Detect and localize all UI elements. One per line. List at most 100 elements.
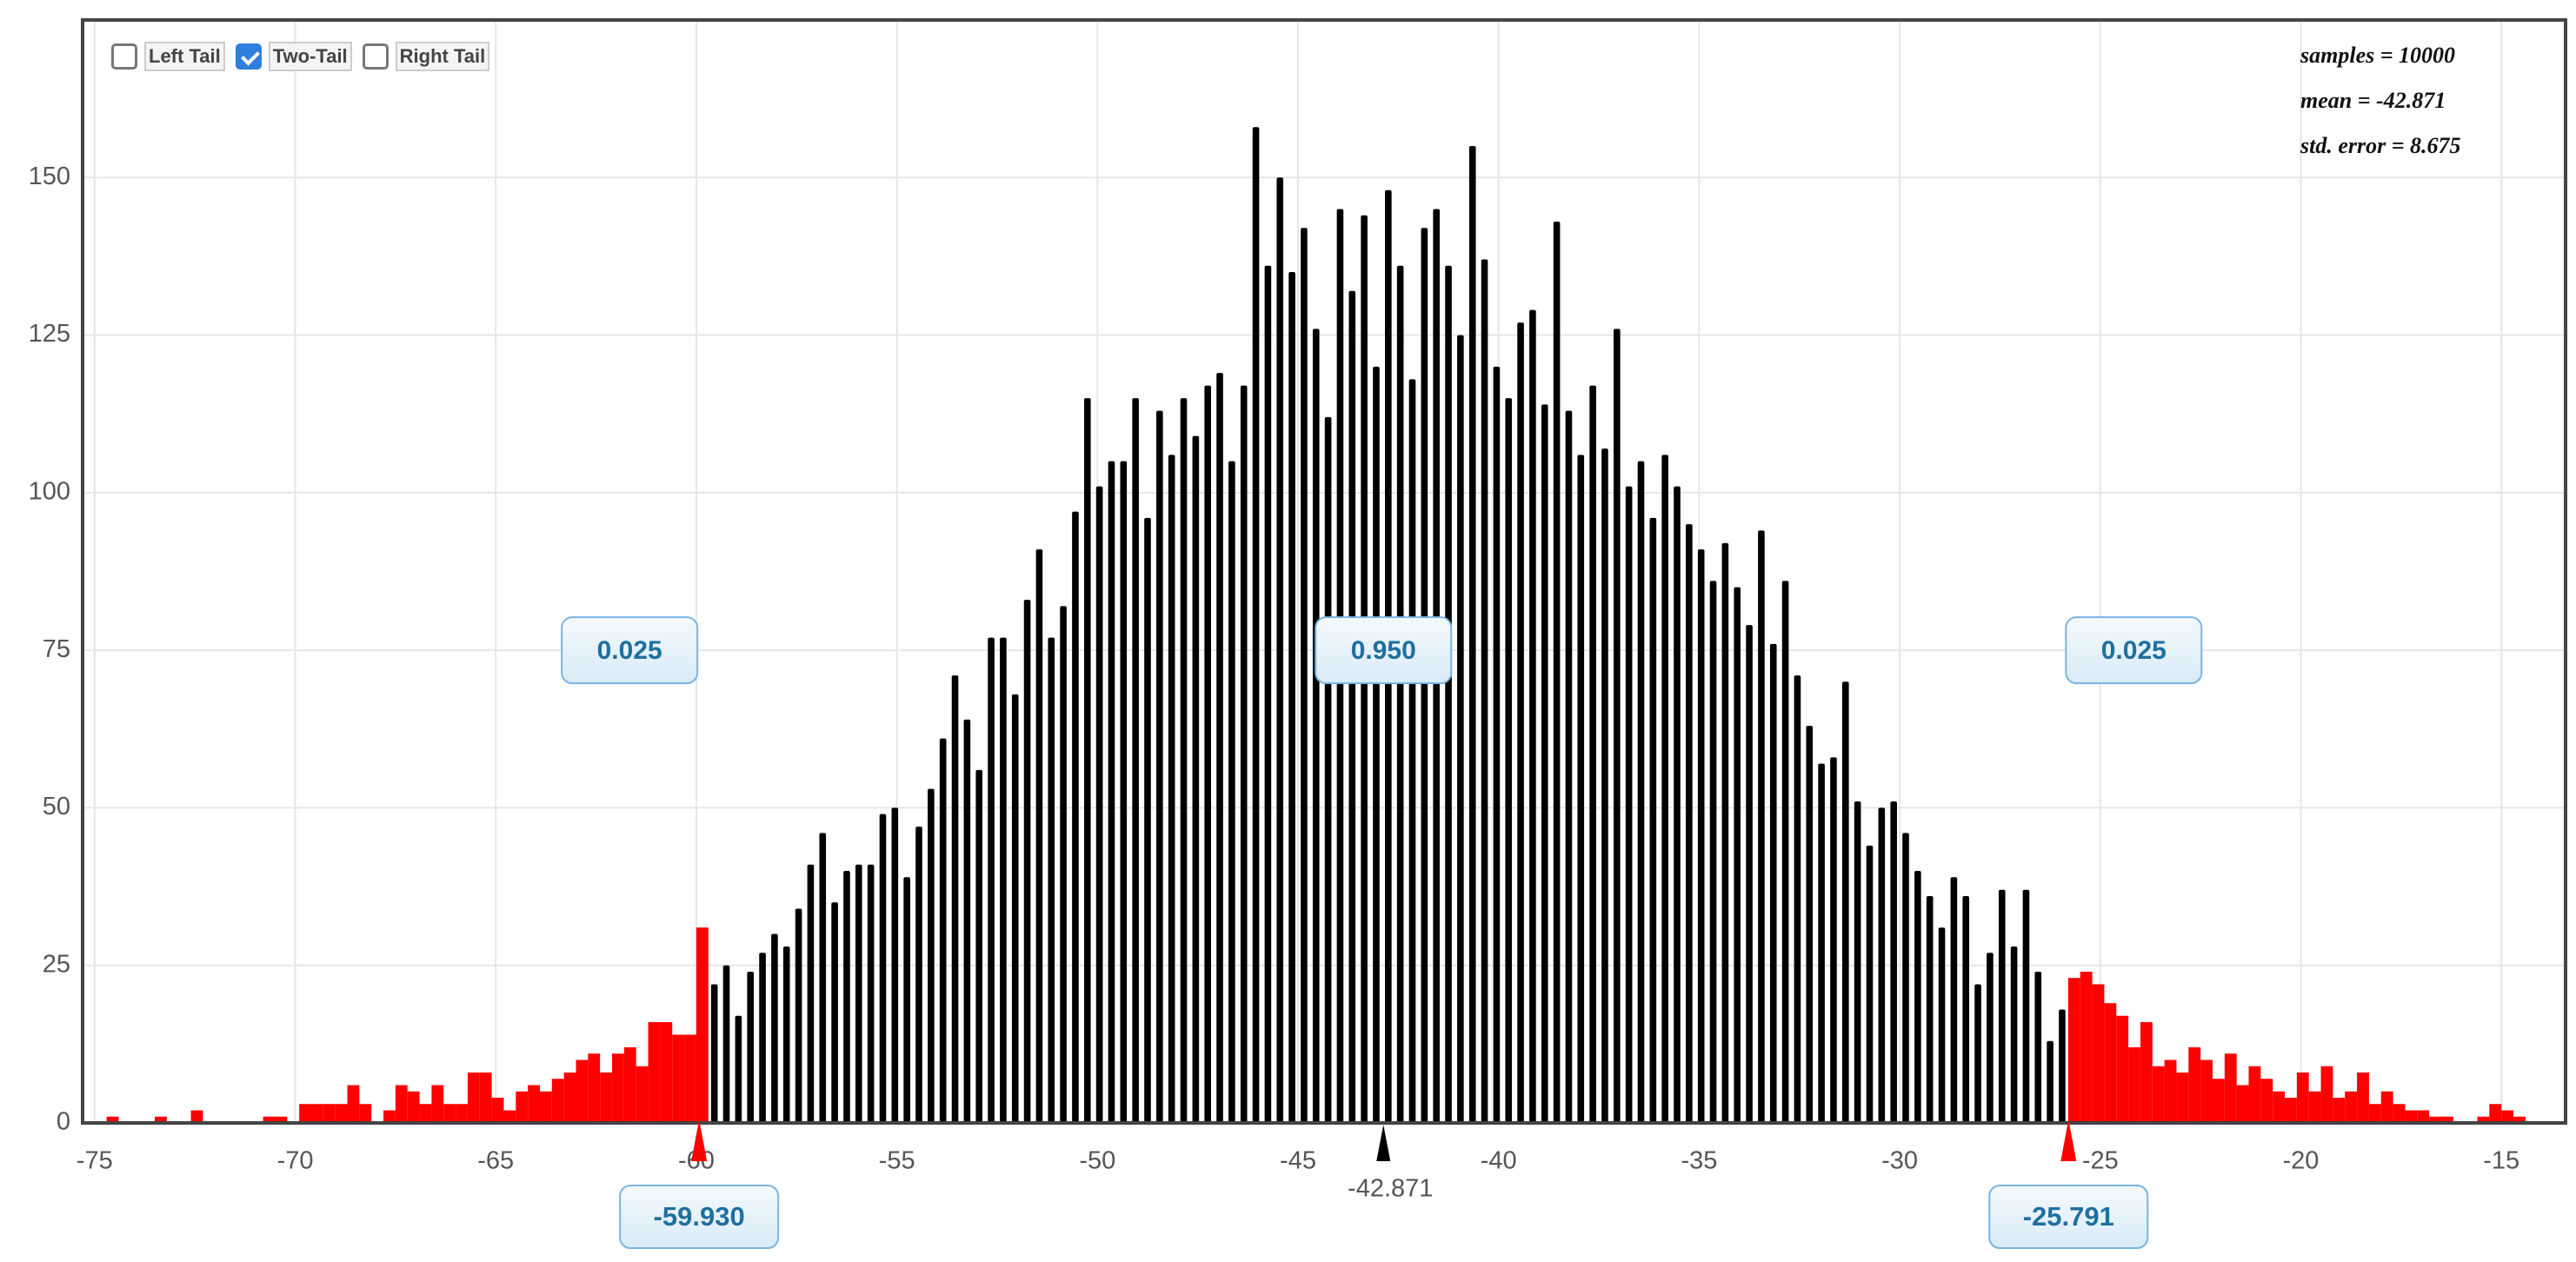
tail-bar: [2393, 1104, 2406, 1123]
tail-bar: [2405, 1110, 2418, 1123]
tail-bar: [2128, 1046, 2140, 1123]
tail-bar: [335, 1104, 348, 1123]
tail-bar: [684, 1034, 696, 1123]
tail-bar: [2320, 1066, 2333, 1123]
tail-bar: [2176, 1072, 2189, 1123]
bar: [1505, 398, 1513, 1124]
bar: [2047, 1040, 2053, 1123]
tail-bar: [190, 1110, 203, 1123]
bar: [1878, 807, 1886, 1123]
tail-bar: [2285, 1097, 2297, 1123]
bar: [1324, 416, 1332, 1124]
x-tick-label: -55: [879, 1147, 915, 1175]
bar: [1035, 549, 1043, 1123]
tail-bar: [528, 1085, 540, 1123]
cutoff-label: -59.930: [619, 1185, 780, 1249]
bar: [1445, 265, 1452, 1123]
bar: [1529, 309, 1536, 1124]
proportion-label-box: [2065, 616, 2203, 685]
bar: [1734, 587, 1741, 1123]
tail-bar: [503, 1110, 516, 1123]
tail-bar: [359, 1104, 372, 1123]
bar: [1998, 889, 2006, 1123]
proportion-label-text: 0.025: [597, 636, 662, 665]
bar: [1962, 895, 1970, 1123]
tail-option[interactable]: Left Tail: [111, 42, 225, 71]
tail-bar: [672, 1034, 685, 1123]
x-tick-label: -20: [2283, 1147, 2320, 1175]
bar: [771, 933, 778, 1123]
bar: [1457, 335, 1464, 1124]
bar: [735, 1015, 742, 1123]
tail-bar: [443, 1104, 456, 1123]
tail-bar: [2513, 1116, 2526, 1123]
bar: [1914, 870, 1921, 1123]
bar: [1589, 385, 1596, 1123]
tail-bar: [576, 1059, 589, 1123]
tail-bar: [2345, 1091, 2358, 1123]
stat-text: std. error = 8.675: [2300, 133, 2461, 158]
bar: [963, 719, 971, 1123]
bar: [1132, 398, 1139, 1124]
checkbox[interactable]: [362, 43, 389, 70]
checkbox-label[interactable]: Two-Tail: [268, 42, 352, 71]
x-tick-label: -50: [1079, 1147, 1115, 1175]
tail-bar: [623, 1046, 636, 1123]
tail-bar: [395, 1085, 408, 1123]
bar: [1108, 461, 1115, 1123]
bar: [1601, 448, 1608, 1123]
bar: [1373, 366, 1380, 1123]
bar: [1156, 410, 1163, 1123]
bar: [1276, 177, 1284, 1123]
tail-bar: [2116, 1015, 2129, 1123]
bar: [1060, 606, 1067, 1123]
cutoff-label-box: [619, 1185, 780, 1249]
y-tick-label: 150: [29, 163, 70, 190]
tail-bar: [2273, 1091, 2286, 1123]
x-tick-label: -30: [1881, 1147, 1918, 1175]
tail-bar: [2067, 978, 2080, 1123]
cutoff-label-text: -59.930: [654, 1201, 745, 1232]
x-tick-label: -70: [277, 1147, 314, 1175]
bar: [1216, 373, 1223, 1124]
bar: [1818, 763, 1825, 1123]
tail-bar: [588, 1053, 601, 1123]
bar: [1938, 927, 1946, 1123]
bar: [2034, 971, 2042, 1123]
bar: [1083, 398, 1091, 1124]
tail-bar: [299, 1104, 311, 1123]
checkbox[interactable]: [111, 43, 137, 70]
bar: [722, 965, 730, 1123]
bar: [1902, 833, 1909, 1123]
tail-bar: [2380, 1091, 2393, 1123]
plot-frame: [81, 18, 2567, 1125]
checkbox-label[interactable]: Left Tail: [144, 42, 225, 71]
bar: [1072, 511, 1079, 1123]
checkbox-label[interactable]: Right Tail: [395, 42, 490, 71]
tail-bar: [600, 1072, 613, 1123]
tail-option[interactable]: Two-Tail: [235, 42, 352, 71]
bar: [1301, 228, 1308, 1124]
bar: [2010, 946, 2018, 1123]
bar: [1674, 486, 1681, 1123]
bar: [879, 814, 887, 1123]
bar: [1866, 845, 1874, 1123]
tail-bar: [456, 1104, 468, 1123]
x-tick-label: -35: [1681, 1147, 1717, 1175]
bar: [807, 864, 815, 1123]
bar: [759, 953, 766, 1123]
bar: [1000, 637, 1007, 1123]
bar: [1517, 322, 1524, 1123]
tail-option[interactable]: Right Tail: [362, 42, 490, 71]
tail-bar: [2152, 1066, 2165, 1123]
tail-bar: [347, 1085, 360, 1123]
bar: [2059, 1009, 2066, 1123]
bar: [1686, 524, 1693, 1123]
tail-bar: [516, 1091, 529, 1123]
bar: [1348, 290, 1356, 1124]
checkbox[interactable]: [235, 43, 262, 70]
bar: [1468, 146, 1476, 1123]
tail-bar: [2224, 1053, 2237, 1123]
tail-bar: [2417, 1110, 2430, 1123]
